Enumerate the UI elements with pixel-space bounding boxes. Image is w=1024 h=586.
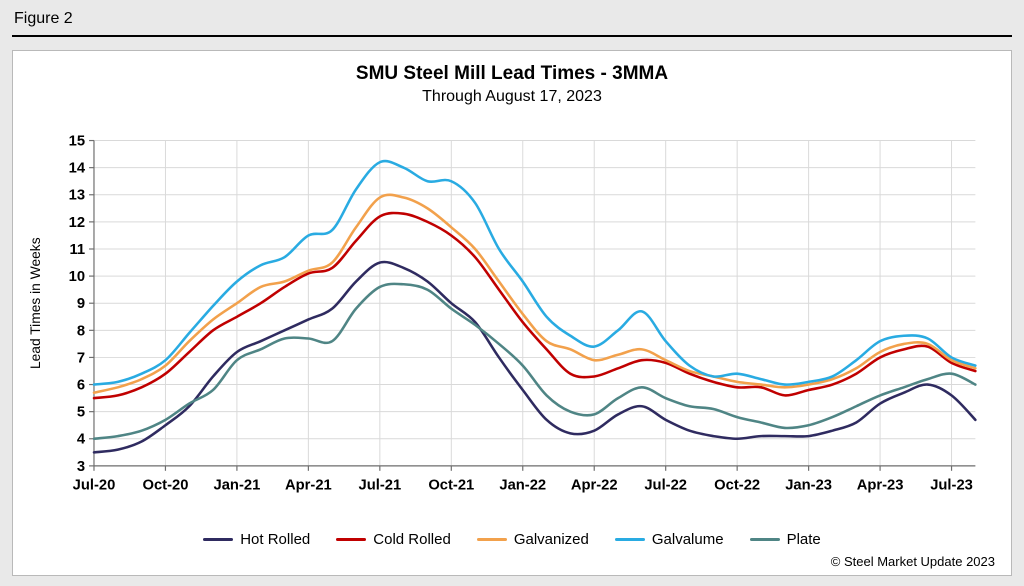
axes: [89, 140, 976, 472]
legend-item-hot-rolled: Hot Rolled: [203, 531, 310, 548]
x-tick-label: Oct-22: [714, 478, 760, 494]
legend-item-galvanized: Galvanized: [476, 531, 589, 548]
figure-rule: [12, 35, 1012, 37]
x-tick-label: Oct-21: [428, 478, 474, 494]
legend-label-hot-rolled: Hot Rolled: [240, 531, 311, 548]
x-tick-label: Jan-21: [214, 478, 261, 494]
series-line-galvanized: [92, 193, 977, 395]
chart-legend: Hot Rolled Cold Rolled Galvanized Galvalume…: [23, 531, 1001, 548]
figure-header: Figure 2: [12, 8, 1012, 35]
axis-tick-labels: 3 4 5 6 7 8 9 10 11 12 13 14 15 Jul-20 Oct-20 Jan-21 Apr…: [69, 134, 973, 494]
series-line-cold-rolled: [92, 212, 977, 400]
legend-swatch-plate: [749, 538, 780, 541]
x-tick-label: Jul-21: [358, 478, 401, 494]
figure-panel: SMU Steel Mill Lead Times - 3MMA Through…: [12, 50, 1012, 576]
y-tick-label: 6: [77, 378, 85, 394]
x-tick-label: Oct-20: [142, 478, 188, 494]
x-tick-label: Jan-22: [499, 478, 546, 494]
y-tick-label: 15: [69, 134, 85, 150]
gridlines: [93, 140, 976, 467]
y-tick-label: 8: [77, 324, 85, 340]
x-tick-label: Apr-21: [285, 478, 332, 494]
figure-label: Figure 2: [14, 10, 73, 27]
y-tick-label: 12: [69, 215, 85, 231]
copyright-text: © Steel Market Update 2023: [830, 554, 995, 569]
legend-item-galvalume: Galvalume: [614, 531, 724, 548]
y-tick-label: 14: [69, 161, 86, 177]
series-line-plate: [92, 282, 977, 441]
chart-subtitle: Through August 17, 2023: [422, 87, 602, 105]
legend-label-galvanized: Galvanized: [513, 531, 589, 548]
x-tick-label: Jul-22: [644, 478, 687, 494]
y-tick-label: 5: [77, 405, 85, 421]
series-lines: [92, 160, 977, 455]
x-tick-label: Jan-23: [785, 478, 832, 494]
lead-times-chart: 3 4 5 6 7 8 9 10 11 12 13 14 15 Jul-20 Oct-20 Jan-21 Apr…: [28, 134, 977, 494]
legend-item-cold-rolled: Cold Rolled: [336, 531, 451, 548]
x-tick-label: Jul-23: [930, 478, 973, 494]
y-tick-label: 11: [70, 242, 86, 258]
y-tick-label: 10: [69, 269, 85, 285]
x-tick-label: Jul-20: [73, 478, 116, 494]
legend-swatch-galvalume: [614, 538, 645, 541]
y-tick-label: 3: [77, 459, 85, 475]
chart-title: SMU Steel Mill Lead Times - 3MMA: [355, 63, 669, 84]
series-line-hot-rolled: [92, 261, 977, 455]
x-tick-label: Apr-22: [571, 478, 618, 494]
chart-area: 3 4 5 6 7 8 9 10 11 12 13 14 15 Jul-20 Oct-20 Jan-21 Apr…: [23, 106, 1001, 531]
legend-swatch-galvanized: [476, 538, 507, 541]
legend-swatch-cold-rolled: [336, 538, 367, 541]
legend-label-plate: Plate: [786, 531, 821, 548]
y-tick-label: 7: [77, 351, 85, 367]
y-tick-label: 13: [69, 188, 85, 204]
legend-label-cold-rolled: Cold Rolled: [373, 531, 451, 548]
x-tick-label: Apr-23: [857, 478, 904, 494]
y-tick-label: 9: [77, 297, 85, 313]
series-line-galvalume: [92, 160, 977, 387]
y-tick-label: 4: [77, 432, 86, 448]
legend-item-plate: Plate: [749, 531, 821, 548]
legend-swatch-hot-rolled: [203, 538, 234, 541]
y-axis-title: Lead Times in Weeks: [28, 238, 43, 370]
legend-label-galvalume: Galvalume: [651, 531, 724, 548]
